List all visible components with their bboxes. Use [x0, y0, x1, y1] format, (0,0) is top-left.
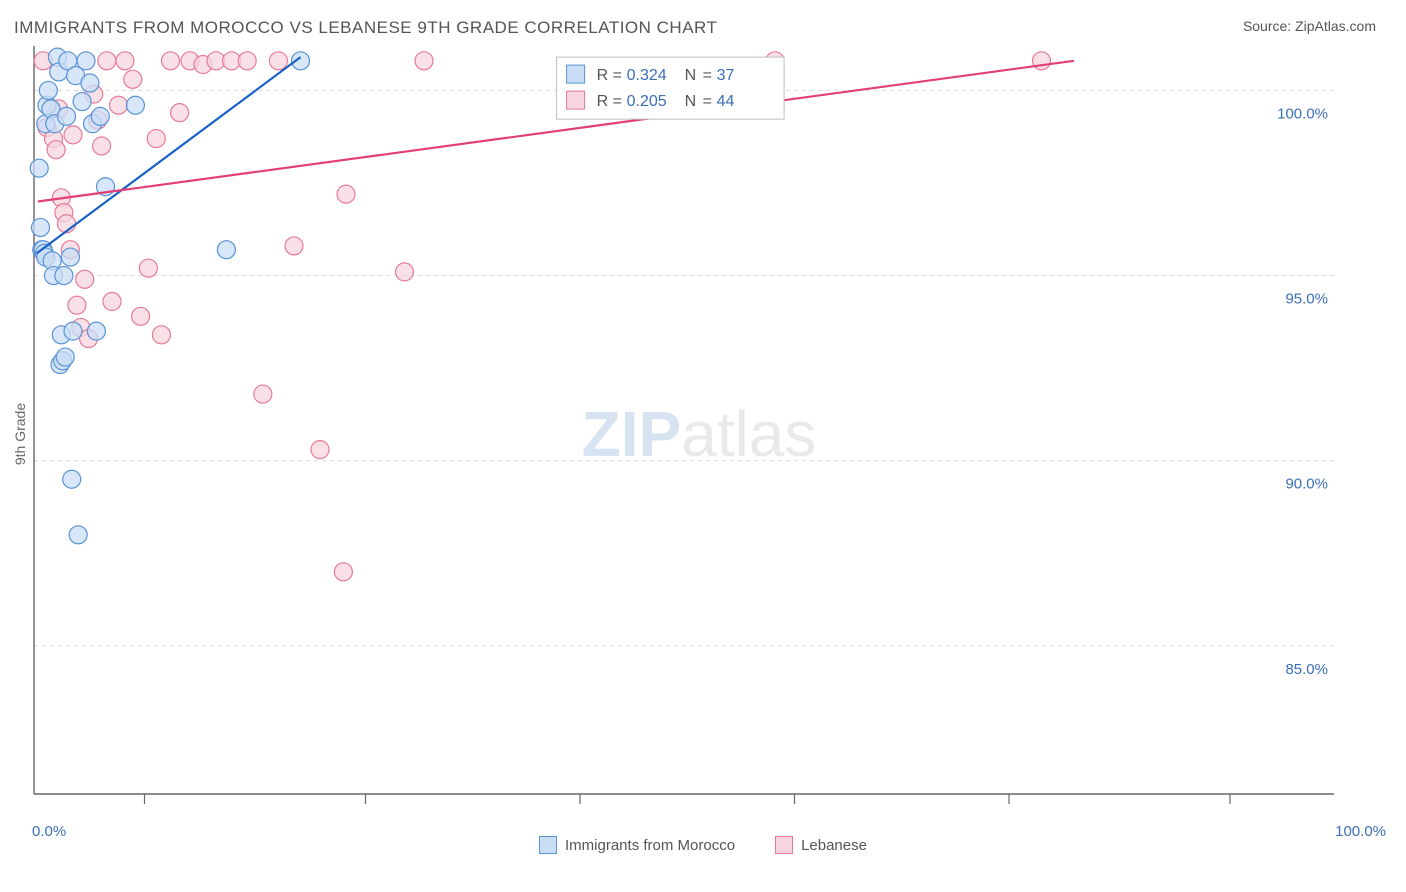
stats-text: N: [685, 67, 697, 84]
point-lebanese: [93, 137, 111, 155]
point-morocco: [73, 93, 91, 111]
point-lebanese: [124, 70, 142, 88]
point-lebanese: [47, 141, 65, 159]
stats-text: 37: [717, 67, 735, 84]
stats-text: 0.205: [627, 93, 667, 110]
stats-swatch-lebanese: [567, 91, 585, 109]
point-lebanese: [116, 52, 134, 70]
point-lebanese: [254, 385, 272, 403]
point-lebanese: [162, 52, 180, 70]
point-morocco: [30, 159, 48, 177]
y-tick-label: 95.0%: [1285, 291, 1328, 308]
stats-text: =: [613, 93, 622, 110]
stats-text: =: [703, 67, 712, 84]
point-lebanese: [98, 52, 116, 70]
stats-text: 0.324: [627, 67, 667, 84]
chart-container: 9th Grade ZIPatlas 100.0%95.0%90.0%85.0%…: [14, 46, 1384, 821]
point-lebanese: [132, 307, 150, 325]
point-morocco: [77, 52, 95, 70]
point-lebanese: [285, 237, 303, 255]
point-morocco: [81, 74, 99, 92]
stats-swatch-morocco: [567, 65, 585, 83]
point-lebanese: [64, 126, 82, 144]
y-axis-label: 9th Grade: [12, 402, 28, 464]
point-lebanese: [110, 96, 128, 114]
source-prefix: Source:: [1243, 18, 1295, 34]
stats-text: =: [613, 67, 622, 84]
point-lebanese: [337, 185, 355, 203]
point-lebanese: [269, 52, 287, 70]
header-bar: IMMIGRANTS FROM MOROCCO VS LEBANESE 9TH …: [0, 0, 1406, 46]
point-lebanese: [76, 270, 94, 288]
point-lebanese: [415, 52, 433, 70]
legend-item-1: Lebanese: [775, 836, 867, 854]
point-morocco: [63, 470, 81, 488]
source-link[interactable]: ZipAtlas.com: [1295, 18, 1376, 34]
stats-text: =: [703, 93, 712, 110]
legend-label-1: Lebanese: [801, 837, 867, 854]
source-attribution: Source: ZipAtlas.com: [1243, 18, 1376, 34]
point-morocco: [39, 81, 57, 99]
point-morocco: [32, 218, 50, 236]
stats-text: 44: [717, 93, 735, 110]
y-tick-label: 90.0%: [1285, 476, 1328, 493]
legend-swatch-1: [775, 836, 793, 854]
stats-legend-box: [557, 57, 785, 119]
point-lebanese: [147, 130, 165, 148]
point-morocco: [126, 96, 144, 114]
point-morocco: [87, 322, 105, 340]
chart-title: IMMIGRANTS FROM MOROCCO VS LEBANESE 9TH …: [14, 18, 717, 38]
legend-label-0: Immigrants from Morocco: [565, 837, 735, 854]
trendline-morocco: [37, 57, 301, 253]
y-tick-label: 85.0%: [1285, 661, 1328, 678]
trendline-lebanese: [38, 61, 1074, 202]
legend-bottom: Immigrants from Morocco Lebanese: [0, 836, 1406, 854]
y-tick-label: 100.0%: [1277, 105, 1328, 122]
point-morocco: [69, 526, 87, 544]
stats-text: R: [597, 93, 609, 110]
point-morocco: [61, 248, 79, 266]
point-morocco: [64, 322, 82, 340]
x-axis-max-label: 100.0%: [1335, 823, 1386, 840]
point-lebanese: [139, 259, 157, 277]
legend-item-0: Immigrants from Morocco: [539, 836, 735, 854]
point-lebanese: [238, 52, 256, 70]
point-lebanese: [171, 104, 189, 122]
point-morocco: [91, 107, 109, 125]
point-morocco: [56, 348, 74, 366]
point-lebanese: [152, 326, 170, 344]
point-morocco: [58, 107, 76, 125]
point-lebanese: [396, 263, 414, 281]
point-lebanese: [103, 293, 121, 311]
stats-text: N: [685, 93, 697, 110]
stats-text: R: [597, 67, 609, 84]
point-lebanese: [311, 441, 329, 459]
point-morocco: [217, 241, 235, 259]
point-lebanese: [334, 563, 352, 581]
legend-swatch-0: [539, 836, 557, 854]
x-axis-min-label: 0.0%: [32, 823, 66, 840]
point-lebanese: [68, 296, 86, 314]
scatter-chart: 100.0%95.0%90.0%85.0%R=0.324N=37R=0.205N…: [14, 46, 1354, 816]
point-morocco: [55, 267, 73, 285]
